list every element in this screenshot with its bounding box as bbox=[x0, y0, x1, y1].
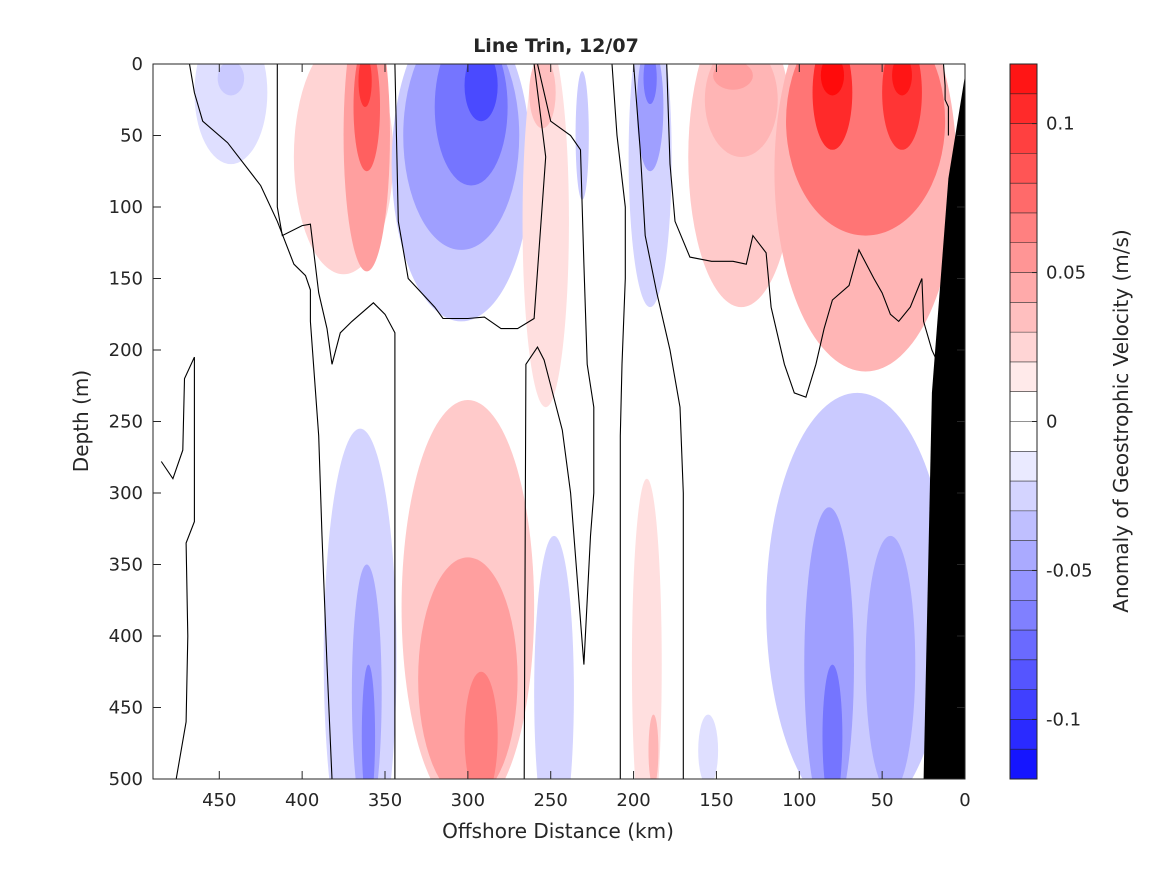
y-tick-label-100: 100 bbox=[109, 197, 143, 218]
contour-cell-4 bbox=[353, 64, 381, 172]
colorbar-swatch-0 bbox=[1010, 64, 1037, 95]
contour-cell-20 bbox=[786, 64, 946, 236]
colorbar-swatch-16 bbox=[1010, 540, 1037, 571]
zero-contour-line-0 bbox=[188, 64, 333, 779]
bathymetry-layer bbox=[923, 75, 965, 779]
colorbar-tick-label-1: 0.05 bbox=[1046, 263, 1086, 284]
colorbar-swatch-4 bbox=[1010, 183, 1037, 214]
zero-contour-line-2 bbox=[276, 64, 396, 779]
y-tick-label-50: 50 bbox=[120, 126, 143, 147]
contour-cell-12 bbox=[575, 71, 589, 200]
contour-cell-35 bbox=[766, 392, 949, 779]
contour-cell-34 bbox=[698, 714, 719, 779]
colorbar-swatch-15 bbox=[1010, 510, 1037, 542]
colorbar-swatch-10 bbox=[1010, 361, 1037, 393]
colorbar-swatch-18 bbox=[1010, 600, 1037, 631]
zero-contour-line-8 bbox=[942, 64, 949, 136]
x-tick-label-400: 400 bbox=[285, 790, 319, 811]
colorbar-swatch-13 bbox=[1010, 451, 1037, 482]
colorbar-swatch-3 bbox=[1010, 153, 1037, 184]
colorbar-tick-label-3: -0.05 bbox=[1046, 560, 1093, 581]
contour-cell-23 bbox=[882, 64, 922, 150]
zero-contour-line-4 bbox=[523, 64, 595, 779]
bathymetry-shape bbox=[923, 75, 965, 779]
contour-cell-32 bbox=[631, 478, 662, 779]
contour-cell-27 bbox=[361, 664, 376, 779]
y-axis-label: Depth (m) bbox=[69, 370, 93, 472]
colorbar-swatch-22 bbox=[1010, 719, 1037, 750]
contour-cell-11 bbox=[529, 64, 556, 129]
colorbar-tick-label-4: -0.1 bbox=[1046, 709, 1081, 730]
y-tick-label-350: 350 bbox=[109, 555, 143, 576]
colorbar-swatch-5 bbox=[1010, 212, 1037, 244]
zero-contour-line-6 bbox=[633, 64, 684, 779]
colorbar-tick-label-2: 0 bbox=[1046, 412, 1057, 433]
contour-cell-31 bbox=[534, 535, 574, 779]
x-tick-label-350: 350 bbox=[368, 790, 402, 811]
contour-cell-9 bbox=[464, 64, 498, 122]
colorbar-swatch-2 bbox=[1010, 123, 1037, 154]
y-tick-label-0: 0 bbox=[132, 54, 143, 75]
y-tick-label-200: 200 bbox=[109, 340, 143, 361]
contour-cell-1 bbox=[217, 64, 245, 96]
colorbar-swatch-11 bbox=[1010, 391, 1037, 422]
x-tick-label-450: 450 bbox=[202, 790, 236, 811]
colorbar-tick-label-0: 0.1 bbox=[1046, 114, 1075, 135]
contour-cell-22 bbox=[820, 64, 845, 96]
colorbar-swatch-6 bbox=[1010, 242, 1037, 274]
y-tick-label-300: 300 bbox=[109, 483, 143, 504]
contour-cell-15 bbox=[643, 64, 657, 105]
colorbar-swatch-17 bbox=[1010, 570, 1037, 601]
colorbar-swatch-9 bbox=[1010, 332, 1037, 363]
contour-cell-18 bbox=[713, 64, 753, 90]
colorbar-swatch-21 bbox=[1010, 689, 1037, 720]
zero-contour-line-1 bbox=[160, 356, 195, 779]
colorbar-swatch-7 bbox=[1010, 272, 1037, 303]
x-tick-label-0: 0 bbox=[959, 790, 970, 811]
colorbar-swatch-8 bbox=[1010, 302, 1037, 333]
x-axis-label: Offshore Distance (km) bbox=[442, 819, 674, 843]
zero-contour-line-5 bbox=[611, 64, 626, 779]
colorbar-swatch-19 bbox=[1010, 630, 1037, 661]
contour-cell-33 bbox=[648, 714, 659, 779]
y-axis: 0 50 100 150 200 250 300 350 400 450 500 bbox=[109, 54, 965, 790]
contour-cell-14 bbox=[636, 64, 664, 172]
colorbar-swatch-23 bbox=[1010, 749, 1037, 780]
colorbar-swatch-14 bbox=[1010, 481, 1037, 512]
zero-contour-line-3 bbox=[394, 64, 547, 330]
contour-cell-30 bbox=[464, 671, 498, 779]
y-tick-label-450: 450 bbox=[109, 698, 143, 719]
contour-cell-24 bbox=[892, 64, 912, 96]
colorbar bbox=[1010, 63, 1037, 780]
x-tick-label-250: 250 bbox=[534, 790, 568, 811]
colorbar-swatch-1 bbox=[1010, 93, 1037, 125]
contour-cell-5 bbox=[358, 64, 372, 107]
zero-contour-layer bbox=[160, 64, 949, 779]
y-tick-label-250: 250 bbox=[109, 412, 143, 433]
colorbar-swatch-20 bbox=[1010, 659, 1037, 691]
y-tick-label-400: 400 bbox=[109, 626, 143, 647]
zero-contour-line-7 bbox=[666, 64, 946, 398]
x-tick-label-150: 150 bbox=[699, 790, 733, 811]
colorbar-label: Anomaly of Geostrophic Velocity (m/s) bbox=[1109, 229, 1133, 612]
y-tick-label-150: 150 bbox=[109, 269, 143, 290]
contour-cell-37 bbox=[822, 664, 843, 779]
contour-cell-17 bbox=[704, 64, 778, 157]
contour-cell-10 bbox=[522, 64, 569, 408]
y-tick-label-500: 500 bbox=[109, 769, 143, 790]
x-tick-label-50: 50 bbox=[871, 790, 894, 811]
x-axis: 450 400 350 300 250 200 150 100 50 0 bbox=[202, 64, 971, 811]
colorbar-ticks: 0.1 0.05 0 -0.05 -0.1 bbox=[1032, 114, 1093, 730]
colorbar-swatch-12 bbox=[1010, 421, 1037, 452]
chart-title: Line Trin, 12/07 bbox=[473, 35, 639, 57]
contour-cell-0 bbox=[194, 64, 268, 165]
x-tick-label-200: 200 bbox=[616, 790, 650, 811]
contour-cell-38 bbox=[865, 535, 916, 779]
x-tick-label-300: 300 bbox=[451, 790, 485, 811]
x-tick-label-100: 100 bbox=[782, 790, 816, 811]
